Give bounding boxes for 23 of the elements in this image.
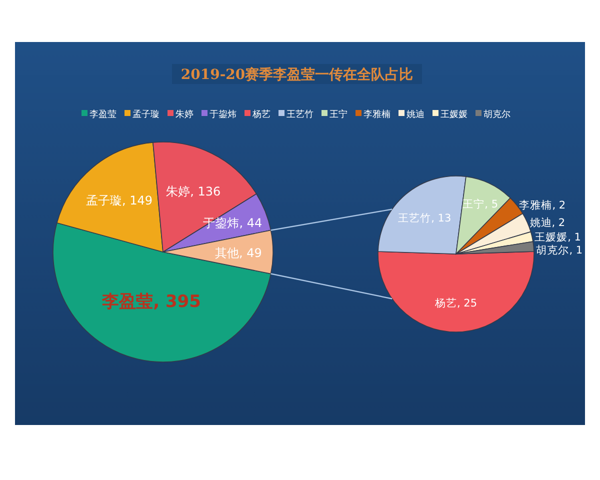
slice-label: 杨艺, 25 bbox=[434, 298, 478, 310]
slice-label: 朱婷, 136 bbox=[166, 184, 221, 199]
slice-label: 李盈莹, 395 bbox=[102, 292, 201, 312]
legend-label: 王艺竹 bbox=[286, 109, 314, 120]
legend-label: 王媛媛 bbox=[440, 109, 468, 120]
slice-label: 王艺竹, 13 bbox=[398, 212, 452, 224]
slice-label: 孟子璇, 149 bbox=[86, 194, 152, 208]
legend-label: 朱婷 bbox=[176, 109, 194, 120]
legend-label: 胡克尔 bbox=[484, 109, 510, 120]
legend-label: 于鋆炜 bbox=[210, 109, 236, 120]
slice-label: 姚迪, 2 bbox=[530, 217, 566, 229]
legend-label: 孟子璇 bbox=[132, 109, 160, 120]
slice-label: 李雅楠, 2 bbox=[519, 200, 566, 212]
chart-title: 2019-20赛季李盈莹一传在全队占比 bbox=[180, 66, 414, 83]
legend-label: 姚迪 bbox=[406, 109, 424, 120]
legend-label: 李雅楠 bbox=[364, 109, 390, 120]
slice-label: 胡克尔, 1 bbox=[536, 244, 583, 257]
legend-label: 王宁 bbox=[330, 109, 348, 120]
legend-label: 李盈莹 bbox=[90, 109, 116, 120]
slice-label: 其他, 49 bbox=[214, 246, 262, 260]
legend-label: 杨艺 bbox=[252, 109, 270, 120]
slice-label: 王宁, 5 bbox=[462, 198, 498, 211]
slice-label: 王媛媛, 1 bbox=[534, 232, 581, 244]
